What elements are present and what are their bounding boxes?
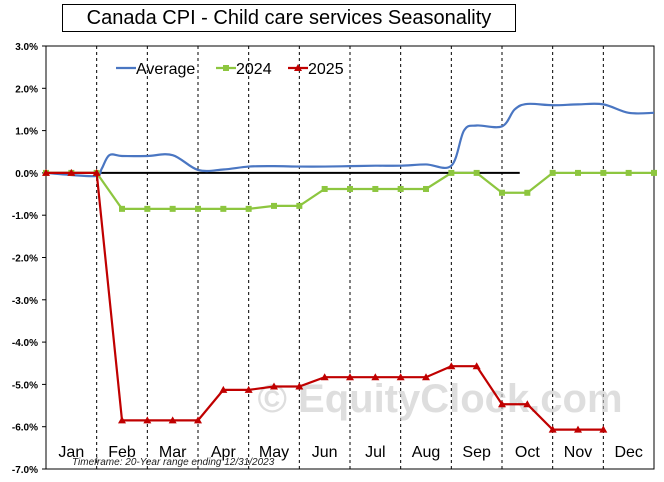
data-point-2025 [67,168,76,176]
x-tick-label: Apr [211,444,237,461]
data-point-2024 [119,205,125,212]
y-tick-label: -6.0% [12,423,38,434]
data-point-2024 [347,185,353,192]
data-point-2025 [42,168,50,176]
x-tick-label: Jun [312,444,338,461]
data-point-2025 [472,362,481,370]
chart-title-box: Canada CPI - Child care services Seasona… [62,4,516,32]
data-point-2024 [549,169,556,176]
legend-label-Average: Average [136,61,195,78]
y-tick-label: -7.0% [12,465,38,476]
y-tick-label: 1.0% [15,127,38,138]
data-point-2025 [270,382,278,390]
x-tick-label: Sep [462,444,491,461]
y-tick-label: 3.0% [15,42,38,53]
data-point-2024 [321,185,328,192]
data-point-2025 [523,400,532,408]
data-point-2025 [244,385,253,393]
data-point-2025 [295,382,304,390]
data-point-2025 [168,416,177,424]
x-tick-label: Oct [515,444,540,461]
data-point-2025 [320,373,329,381]
data-point-2025 [219,385,228,393]
legend-label-2024: 2024 [236,61,272,78]
series-line-average [45,102,655,178]
data-point-2025 [447,362,456,370]
y-tick-label: -5.0% [12,380,38,391]
legend-label-2025: 2025 [308,61,344,78]
data-point-2025 [346,373,354,381]
data-point-2025 [118,416,126,424]
data-point-2025 [498,400,506,408]
data-point-2024 [245,205,252,212]
data-point-2024 [448,169,455,176]
data-point-2024 [169,205,176,212]
timeframe-footnote: Timeframe: 20-Year range ending 12/31/20… [72,457,275,468]
x-tick-label: Aug [412,444,440,461]
data-point-2024 [651,169,657,176]
x-tick-label: Nov [564,444,592,461]
y-tick-label: 2.0% [15,84,38,95]
data-point-2025 [599,425,608,433]
data-point-2025 [194,416,202,424]
data-point-2024 [372,185,379,192]
data-point-2025 [143,416,152,424]
x-tick-label: May [259,444,289,461]
data-point-2025 [371,373,380,381]
data-point-2024 [397,185,404,192]
chart-title: Canada CPI - Child care services Seasona… [86,7,492,29]
data-point-2024 [524,189,531,196]
y-tick-label: -3.0% [12,296,38,307]
watermark: © EquityClock.com [257,377,622,421]
data-point-2024 [600,169,607,176]
data-point-2025 [548,425,557,433]
x-tick-label: Jan [58,444,84,461]
data-point-2024 [423,185,429,192]
x-tick-label: Dec [614,444,642,461]
y-tick-label: -1.0% [12,211,38,222]
y-tick-label: -2.0% [12,254,38,265]
y-tick-label: 0.0% [15,169,38,180]
data-point-2024 [625,169,632,176]
data-point-2025 [396,373,405,381]
x-tick-label: Mar [159,444,187,461]
x-tick-label: Feb [108,444,136,461]
data-point-2024 [575,169,581,176]
data-point-2025 [422,373,430,381]
data-point-2024 [296,202,303,209]
data-point-2025 [92,168,101,176]
data-point-2024 [499,189,505,196]
data-point-2024 [220,205,227,212]
y-tick-label: -4.0% [12,338,38,349]
data-point-2024 [473,169,480,176]
legend-marker-2024 [223,65,229,71]
legend-marker-2025 [294,64,302,71]
x-tick-label: Jul [365,444,385,461]
data-point-2025 [574,425,582,433]
data-point-2024 [271,202,277,209]
data-point-2024 [144,205,151,212]
data-point-2024 [195,205,201,212]
